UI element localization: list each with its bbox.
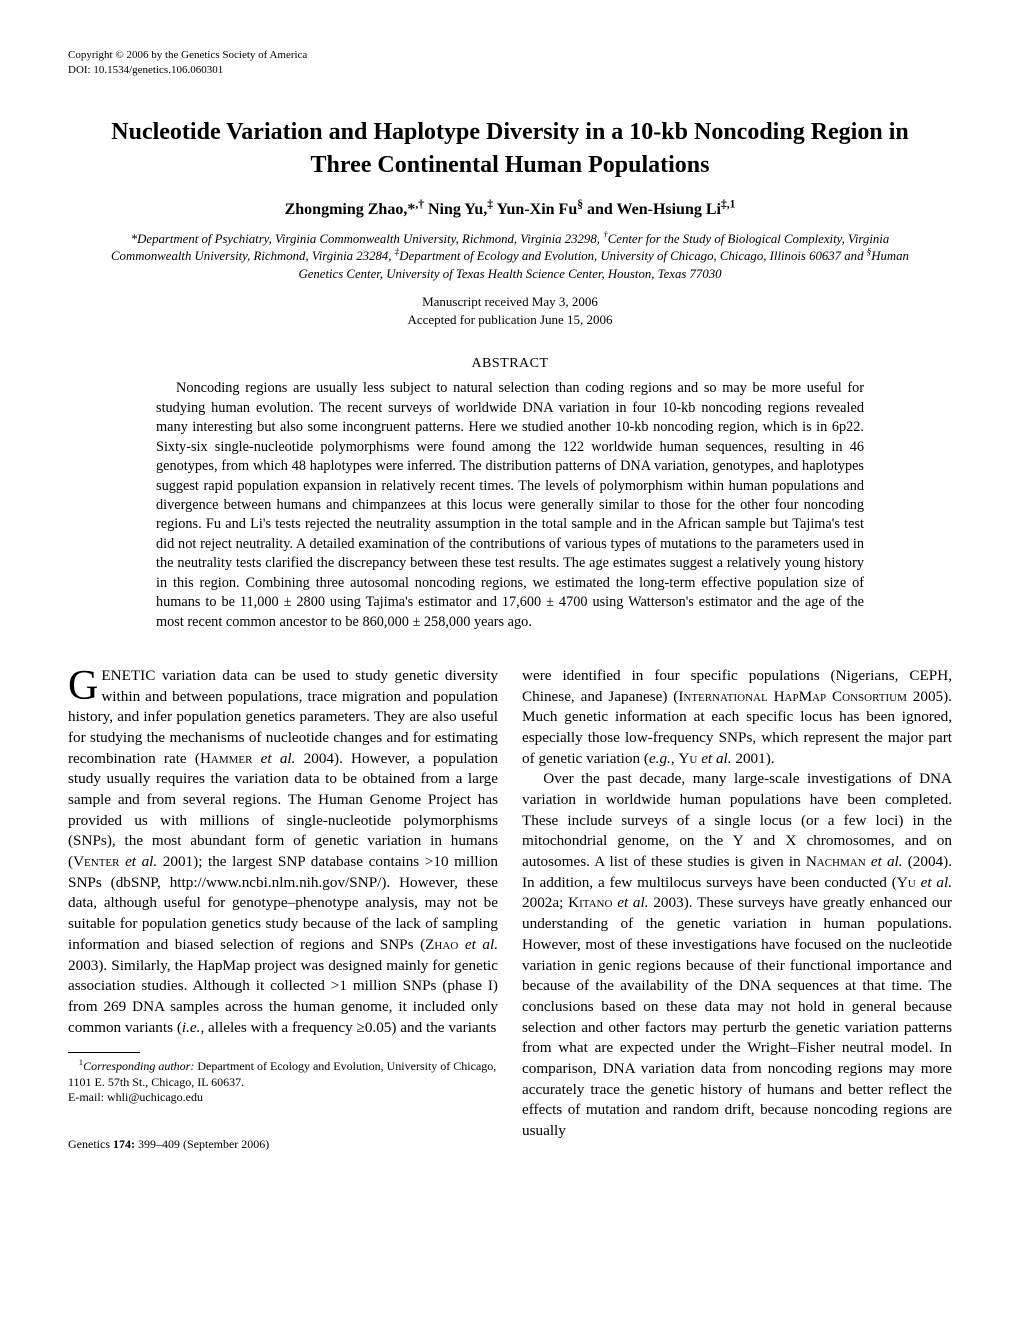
footnote-line2: E-mail: whli@uchicago.edu xyxy=(68,1090,498,1106)
abstract-heading: ABSTRACT xyxy=(68,354,952,373)
date-accepted: Accepted for publication June 15, 2006 xyxy=(68,311,952,329)
header-topline: Copyright © 2006 by the Genetics Society… xyxy=(68,48,952,78)
doi-text: DOI: 10.1534/genetics.106.060301 xyxy=(68,63,307,78)
page-footer: Genetics 174: 399–409 (September 2006) xyxy=(68,1136,498,1152)
article-title: Nucleotide Variation and Haplotype Diver… xyxy=(98,116,922,181)
manuscript-dates: Manuscript received May 3, 2006 Accepted… xyxy=(68,293,952,328)
abstract-text: Noncoding regions are usually less subje… xyxy=(156,379,864,632)
authors-line: Zhongming Zhao,*,† Ning Yu,‡ Yun-Xin Fu§… xyxy=(68,199,952,221)
footnote-line1: 1Corresponding author: Department of Eco… xyxy=(68,1059,498,1090)
affiliations: *Department of Psychiatry, Virginia Comm… xyxy=(90,231,930,283)
body-p1: GENETIC variation data can be used to st… xyxy=(68,666,498,1038)
copyright-text: Copyright © 2006 by the Genetics Society… xyxy=(68,48,307,63)
footnote-rule xyxy=(68,1052,140,1053)
corresponding-footnote: 1Corresponding author: Department of Eco… xyxy=(68,1059,498,1106)
date-received: Manuscript received May 3, 2006 xyxy=(68,293,952,311)
body-columns: GENETIC variation data can be used to st… xyxy=(68,666,952,1152)
body-p3: Over the past decade, many large-scale i… xyxy=(522,769,952,1141)
body-p2: were identified in four specific populat… xyxy=(522,666,952,769)
